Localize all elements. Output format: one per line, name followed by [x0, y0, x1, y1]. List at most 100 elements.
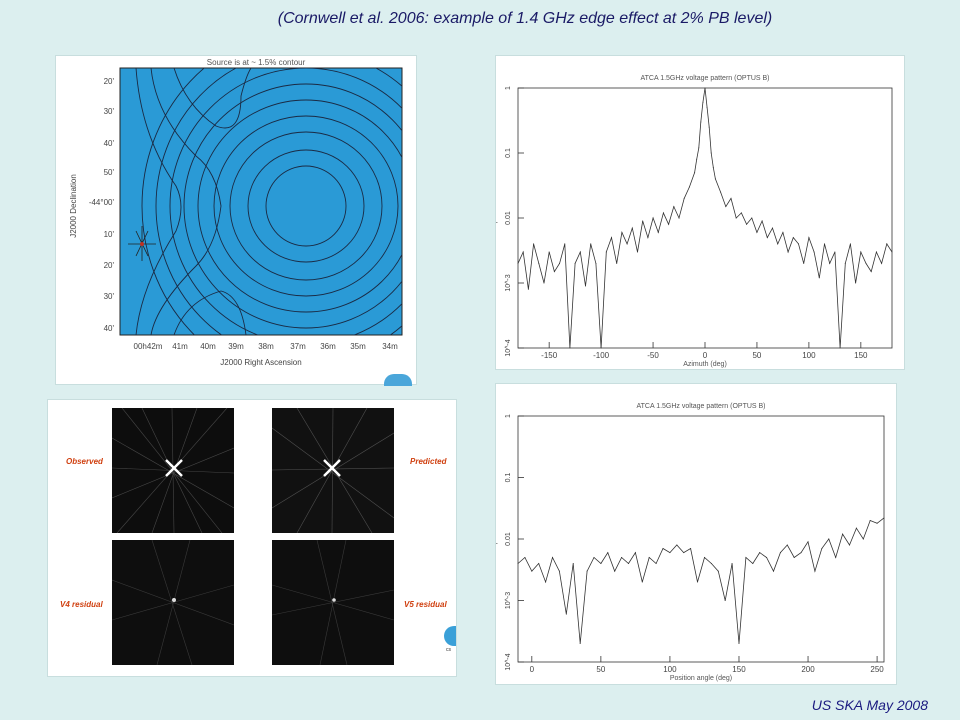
- map-x-tick: 41m: [172, 342, 188, 351]
- contour-lines: [135, 68, 402, 335]
- data-point: [683, 552, 685, 554]
- data-point: [807, 541, 809, 543]
- contour-map: Source is at ~ 1.5% contour 20': [69, 58, 403, 367]
- data-point: [814, 570, 816, 572]
- data-point: [777, 243, 779, 245]
- data-point: [538, 562, 540, 564]
- x-tick-label: 50: [596, 665, 605, 674]
- data-point: [730, 197, 732, 199]
- data-point: [746, 223, 748, 225]
- data-point: [662, 212, 664, 214]
- data-point: [694, 172, 696, 174]
- azimuth-plot-panel: ATCA 1.5GHz voltage pattern (OPTUS B) 10^…: [491, 56, 904, 369]
- csiro-logo-text: cs: [446, 647, 451, 653]
- map-x-tick: 40m: [200, 342, 216, 351]
- x-tick-label: 0: [703, 351, 708, 360]
- x-tick-label: -50: [647, 351, 659, 360]
- data-point: [710, 152, 712, 154]
- data-point: [883, 517, 885, 519]
- data-point: [745, 557, 747, 559]
- data-point: [662, 548, 664, 550]
- data-point: [569, 347, 571, 349]
- map-x-tick: 00h42m: [134, 342, 163, 351]
- label-v4-residual: V4 residual: [60, 600, 103, 609]
- y-axis-label: Amplitude: [496, 202, 498, 233]
- data-point: [724, 600, 726, 601]
- data-point: [593, 557, 595, 559]
- data-point: [668, 223, 670, 225]
- map-x-tick: 36m: [320, 342, 336, 351]
- data-point: [626, 243, 628, 245]
- data-point: [717, 570, 719, 572]
- data-point: [545, 581, 547, 583]
- data-point: [586, 570, 588, 572]
- x-tick-label: 0: [530, 665, 535, 674]
- data-point: [792, 237, 794, 239]
- data-point: [886, 243, 888, 245]
- map-x-tick: 37m: [290, 342, 306, 351]
- x-tick-label: -150: [541, 351, 558, 360]
- data-point: [579, 642, 581, 644]
- data-point: [800, 552, 802, 554]
- data-point: [844, 262, 846, 264]
- data-point: [738, 642, 740, 644]
- x-tick-label: 250: [870, 665, 884, 674]
- data-point: [533, 243, 535, 245]
- y-tick-label: 0.01: [505, 532, 512, 546]
- data-point: [647, 237, 649, 239]
- data-point: [574, 262, 576, 264]
- data-point: [839, 347, 841, 349]
- data-point: [834, 251, 836, 253]
- data-point: [870, 271, 872, 273]
- data-point: [735, 217, 737, 219]
- data-point: [759, 552, 761, 554]
- y-tick-label: 1: [505, 414, 512, 418]
- data-point: [564, 243, 566, 245]
- map-y-tick: 30': [104, 292, 115, 301]
- position-angle-plot: ATCA 1.5GHz voltage pattern (OPTUS B) 10^…: [491, 403, 885, 682]
- data-point: [823, 243, 825, 245]
- data-point: [891, 251, 893, 253]
- data-point: [708, 126, 710, 128]
- data-point: [773, 570, 775, 572]
- data-point: [756, 231, 758, 233]
- image-grid-panel: Observed Predicted V4 residual V5 residu…: [48, 400, 456, 676]
- data-point: [808, 237, 810, 239]
- y-tick-label: 0.01: [505, 211, 512, 225]
- data-point: [865, 262, 867, 264]
- data-point: [875, 251, 877, 253]
- data-point: [558, 570, 560, 572]
- label-predicted: Predicted: [410, 457, 447, 466]
- x-tick-label: 50: [752, 351, 761, 360]
- x-tick-label: 100: [663, 665, 677, 674]
- data-point: [669, 552, 671, 554]
- x-tick-label: 150: [732, 665, 746, 674]
- data-point: [782, 231, 784, 233]
- data-point: [636, 251, 638, 253]
- x-tick-label: 100: [802, 351, 816, 360]
- data-point: [772, 227, 774, 229]
- data-point: [813, 251, 815, 253]
- data-point: [553, 271, 555, 273]
- map-x-tick: 34m: [382, 342, 398, 351]
- map-x-tick: 38m: [258, 342, 274, 351]
- series-line: [517, 87, 893, 349]
- map-y-tick: 40': [104, 139, 115, 148]
- y-tick-label: 1: [505, 86, 512, 90]
- data-point: [849, 243, 851, 245]
- data-point: [607, 552, 609, 554]
- map-y-label: J2000 Declination: [69, 174, 78, 238]
- data-point: [517, 562, 519, 564]
- map-y-tick: 40': [104, 324, 115, 333]
- data-point: [538, 262, 540, 264]
- data-point: [740, 212, 742, 214]
- map-y-tick: 10': [104, 230, 115, 239]
- predicted-image-drawing: [271, 407, 395, 534]
- data-point: [702, 101, 704, 103]
- map-x-tick: 39m: [228, 342, 244, 351]
- data-point: [517, 262, 519, 264]
- y-tick-label: 0.1: [505, 473, 512, 483]
- data-point: [860, 251, 862, 253]
- data-point: [611, 237, 612, 239]
- data-point: [527, 288, 529, 290]
